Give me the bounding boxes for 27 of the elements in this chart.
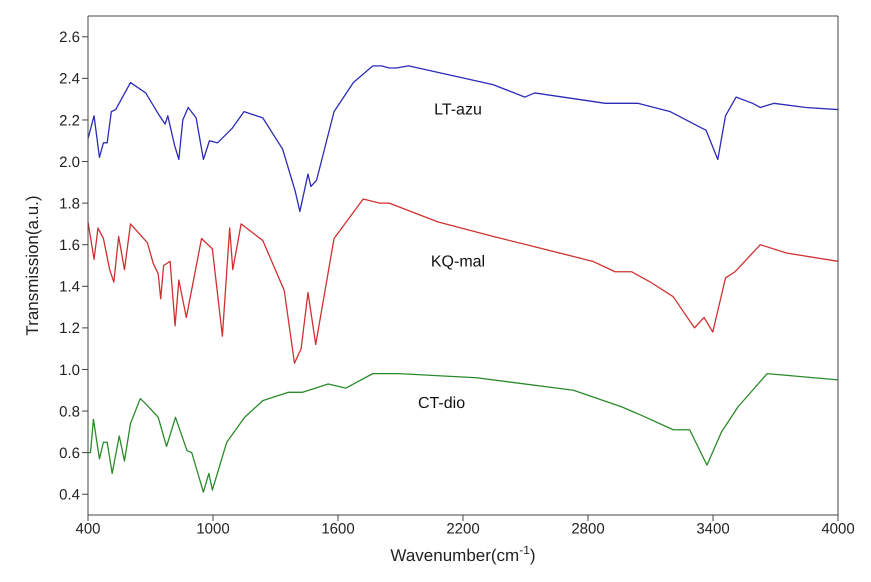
- line-series: [88, 372, 838, 493]
- y-tick-label: 2.4: [59, 70, 80, 88]
- line-series: [88, 198, 838, 364]
- y-tick-label: 0.8: [59, 403, 80, 420]
- x-tick-label: 4000: [821, 520, 855, 538]
- x-tick-label: 2200: [446, 520, 480, 538]
- y-tick-label: 2.0: [59, 154, 80, 171]
- y-tick-label: 2.6: [59, 29, 80, 46]
- x-tick-label: 3400: [696, 520, 730, 538]
- series-label: LT-azu: [434, 102, 482, 119]
- y-tick-label: 1.4: [59, 278, 80, 296]
- y-tick-label: 2.2: [59, 112, 80, 130]
- y-tick-label: 0.6: [59, 444, 80, 462]
- x-tick-label: 1000: [196, 520, 230, 538]
- x-tick-label: 400: [75, 520, 101, 538]
- y-axis-title: Transmission(a.u.): [23, 195, 42, 336]
- y-tick-label: 1.2: [59, 320, 80, 338]
- x-tick-label: 2800: [571, 520, 605, 538]
- y-tick-label: 1.8: [59, 195, 80, 212]
- series-label: KQ-mal: [430, 253, 486, 270]
- y-tick-label: 0.4: [59, 486, 80, 504]
- x-axis-title: Wavenumber(cm$^{-1}$): [390, 543, 536, 565]
- line-series: [88, 65, 838, 212]
- series-label: CT-dio: [418, 394, 466, 412]
- y-tick-label: 1.6: [59, 237, 80, 254]
- y-tick-label: 1.0: [59, 362, 80, 379]
- x-tick-label: 1600: [321, 520, 355, 538]
